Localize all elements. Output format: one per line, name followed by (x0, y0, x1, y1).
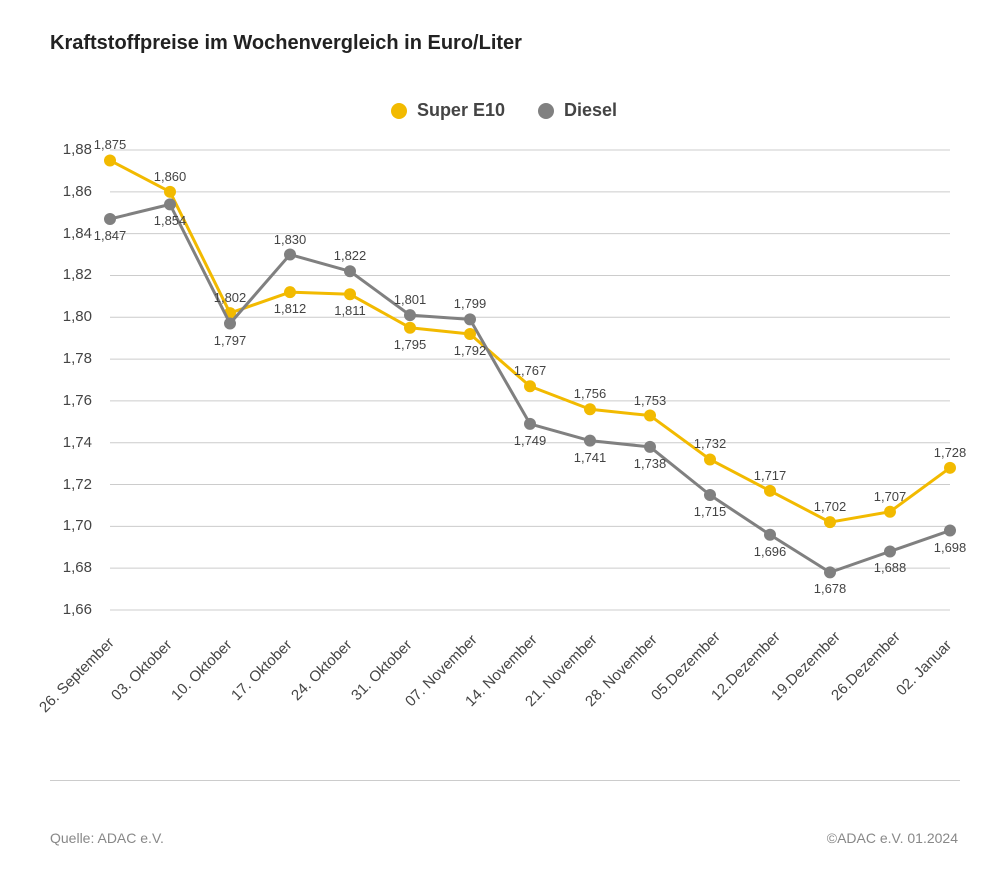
legend-dot-diesel (538, 103, 554, 119)
data-label: 1,756 (574, 386, 607, 401)
footer-divider (50, 780, 960, 781)
y-tick-label: 1,66 (50, 601, 92, 618)
x-tick-label: 24. Oktober (288, 637, 355, 704)
data-label: 1,702 (814, 499, 847, 514)
chart-title: Kraftstoffpreise im Wochenvergleich in E… (50, 32, 522, 55)
data-label: 1,795 (394, 337, 427, 352)
data-label: 1,698 (934, 540, 967, 555)
data-label: 1,767 (514, 363, 547, 378)
y-tick-label: 1,76 (50, 392, 92, 409)
chart-container: Kraftstoffpreise im Wochenvergleich in E… (0, 0, 1008, 884)
data-label: 1,811 (334, 303, 366, 318)
data-label: 1,812 (274, 301, 307, 316)
data-label: 1,707 (874, 489, 907, 504)
data-label: 1,802 (214, 290, 247, 305)
data-label: 1,753 (634, 393, 667, 408)
legend-label-super-e10: Super E10 (417, 100, 505, 121)
y-tick-label: 1,74 (50, 434, 92, 451)
legend-dot-super-e10 (391, 103, 407, 119)
y-tick-label: 1,82 (50, 266, 92, 283)
data-label: 1,688 (874, 560, 907, 575)
legend: Super E10 Diesel (0, 100, 1008, 124)
data-label: 1,822 (334, 248, 367, 263)
plot-svg (50, 140, 960, 620)
y-tick-label: 1,80 (50, 308, 92, 325)
data-label: 1,696 (754, 544, 787, 559)
y-tick-label: 1,84 (50, 225, 92, 242)
data-label: 1,801 (394, 292, 427, 307)
data-label: 1,854 (154, 213, 187, 228)
plot-area: 1,66 1,68 1,70 1,72 1,74 1,76 1,78 1,80 1,82 1,84… (50, 140, 960, 620)
y-tick-label: 1,72 (50, 476, 92, 493)
legend-item-diesel: Diesel (538, 100, 617, 121)
x-tick-label: 26. September (36, 634, 118, 716)
data-label: 1,749 (514, 433, 547, 448)
copyright-text: ©ADAC e.V. 01.2024 (827, 830, 958, 846)
source-text: Quelle: ADAC e.V. (50, 830, 164, 846)
data-label: 1,741 (574, 450, 607, 465)
data-label: 1,732 (694, 436, 727, 451)
data-label: 1,715 (694, 504, 727, 519)
data-label: 1,860 (154, 169, 187, 184)
data-label: 1,847 (94, 228, 127, 243)
data-label: 1,678 (814, 581, 847, 596)
x-tick-label: 03. Oktober (108, 637, 175, 704)
y-tick-label: 1,78 (50, 350, 92, 367)
y-tick-label: 1,70 (50, 517, 92, 534)
x-axis-labels: 26. September03. Oktober10. Oktober17. O… (50, 620, 960, 760)
x-tick-label: 17. Oktober (228, 637, 295, 704)
data-label: 1,792 (454, 343, 487, 358)
data-label: 1,830 (274, 232, 307, 247)
data-label: 1,797 (214, 333, 247, 348)
data-label: 1,738 (634, 456, 667, 471)
legend-label-diesel: Diesel (564, 100, 617, 121)
y-tick-label: 1,86 (50, 183, 92, 200)
data-label: 1,875 (94, 137, 127, 152)
x-tick-label: 02. Januar (893, 636, 955, 698)
legend-item-super-e10: Super E10 (391, 100, 505, 121)
x-tick-label: 10. Oktober (168, 637, 235, 704)
y-tick-label: 1,68 (50, 559, 92, 576)
data-label: 1,717 (754, 468, 787, 483)
data-label: 1,728 (934, 445, 967, 460)
data-label: 1,799 (454, 296, 487, 311)
y-tick-label: 1,88 (50, 141, 92, 158)
